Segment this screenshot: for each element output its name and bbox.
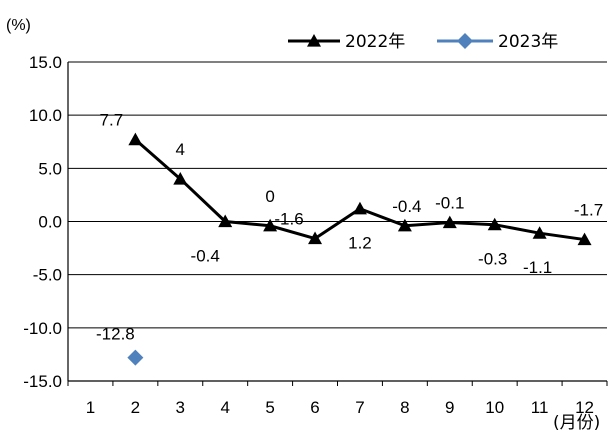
x-tick-label: 7 [355, 398, 364, 417]
x-tick-label: 11 [531, 398, 549, 417]
gridlines [68, 61, 607, 329]
y-tick-label: 15.0 [29, 53, 62, 72]
series [127, 132, 592, 366]
triangle-marker [532, 226, 547, 239]
y-tick-label: -5.0 [33, 266, 62, 285]
data-label: 1.2 [348, 234, 372, 253]
triangle-marker [397, 218, 412, 232]
x-tick-label: 8 [400, 398, 409, 417]
x-tick-label: 10 [485, 398, 504, 417]
x-tick-label: 9 [445, 398, 454, 417]
triangle-marker [308, 231, 323, 245]
x-tick-label: 5 [265, 398, 274, 417]
x-axis-unit: (月份) [553, 413, 600, 433]
y-tick-label: 10.0 [29, 106, 62, 125]
x-tick-label: 2 [131, 398, 140, 417]
x-tick-label: 6 [310, 398, 319, 417]
data-label: -0.4 [392, 197, 421, 216]
axes: 15.010.05.00.0-5.0-10.0-15.01 2 3 4 5 6 7 8 9 10 1… [23, 53, 608, 417]
data-label: -0.4 [191, 247, 220, 266]
x-tick-label: 3 [176, 398, 185, 417]
diamond-marker [457, 33, 473, 49]
triangle-marker [352, 201, 367, 215]
data-label: -1.6 [274, 210, 303, 229]
data-label: 0 [265, 187, 274, 206]
triangle-marker [263, 218, 278, 232]
data-labels: 7.7 4 -0.4 0-1.6 1.2 -0.4 -0.1 -0.3 -1.1 -1.7 -12.… [96, 111, 603, 344]
y-tick-label: -10.0 [23, 319, 62, 338]
triangle-marker [487, 217, 502, 231]
y-tick-label: 0.0 [38, 213, 62, 232]
data-label: 4 [176, 140, 185, 159]
triangle-marker [307, 34, 321, 47]
series-line [134, 138, 585, 242]
data-label: -1.1 [523, 258, 552, 277]
legend-label: 2022年 [345, 32, 405, 52]
x-tick-label: 1 [86, 398, 95, 417]
y-tick-label: -15.0 [23, 372, 62, 391]
data-label: -1.7 [574, 201, 603, 220]
triangle-marker [577, 232, 592, 246]
legend: 2022年 2023年 [288, 32, 558, 52]
triangle-marker [218, 214, 233, 228]
legend-label: 2023年 [498, 32, 558, 52]
x-tick-label: 12 [575, 398, 594, 417]
y-tick-label: 5.0 [38, 159, 62, 178]
triangle-marker [442, 215, 457, 229]
data-label: -12.8 [96, 325, 135, 344]
data-label: -0.3 [478, 250, 507, 269]
y-axis-unit: (%) [6, 17, 31, 34]
triangle-marker [128, 132, 143, 146]
data-label: -0.1 [435, 194, 464, 213]
diamond-marker [127, 349, 144, 366]
data-label: 7.7 [100, 111, 124, 130]
x-tick-label: 4 [220, 398, 229, 417]
triangle-marker [173, 171, 188, 185]
